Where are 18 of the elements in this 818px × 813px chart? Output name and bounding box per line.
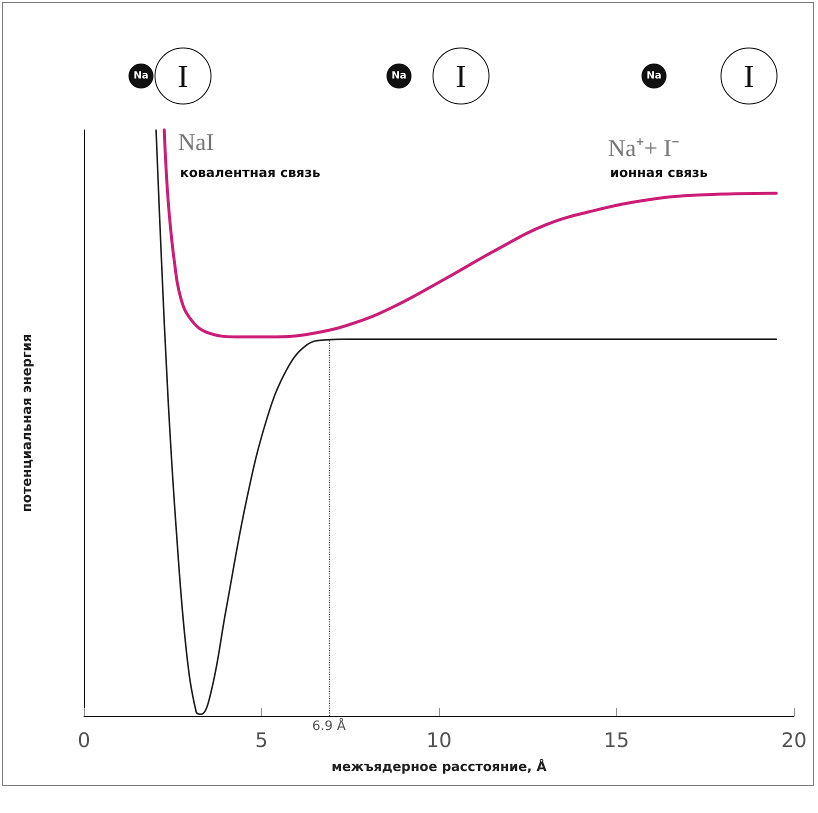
x-tick-label: 15 (604, 728, 630, 752)
annotation: ковалентная связь (180, 166, 320, 181)
large-atom-icon: I (720, 47, 778, 105)
small-atom-icon: Na (386, 63, 412, 89)
large-atom-icon: I (432, 47, 490, 105)
small-atom-icon: Na (128, 63, 154, 89)
large-atom-icon: I (154, 47, 212, 105)
annotation: ионная связь (610, 166, 708, 181)
ref-line-label: 6.9 Å (312, 717, 346, 734)
annotation: NaI (178, 130, 214, 157)
x-tick-label: 20 (781, 728, 807, 752)
y-axis-title: потенциальная энергия (20, 334, 35, 512)
x-tick-label: 10 (426, 728, 452, 752)
annotation: Na⁺+ I⁻ (608, 135, 680, 163)
x-axis-title: межъядерное расстояние, Å (331, 758, 547, 775)
x-tick-label: 5 (255, 728, 268, 752)
x-tick-label: 0 (78, 728, 90, 752)
small-atom-icon: Na (641, 63, 667, 89)
